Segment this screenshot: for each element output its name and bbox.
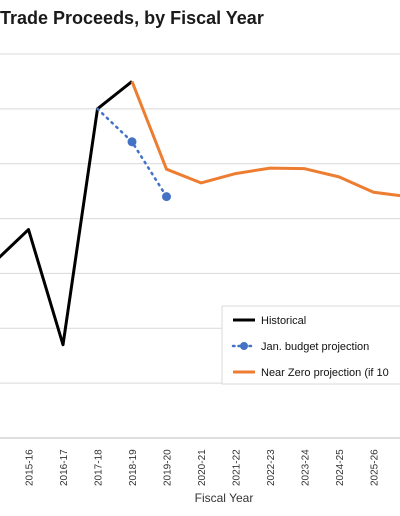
legend: Historical Jan. budget projection Near Zer… (221, 305, 400, 385)
x-tick-label: 2024-25 (335, 449, 346, 486)
data-point (127, 137, 137, 147)
series-line-0 (0, 80, 133, 347)
x-tick-label: 2014-15 (0, 449, 1, 486)
x-tick-label: 2019-20 (163, 449, 174, 486)
legend-label: Jan. budget projection (261, 341, 369, 353)
x-tick-label: 2016-17 (59, 449, 70, 486)
x-tick-label: 2017-18 (94, 449, 105, 486)
x-tick-label: 2022-23 (266, 449, 277, 486)
data-point (162, 192, 171, 202)
x-tick-label: 2023-24 (301, 449, 312, 486)
legend-label: Historical (261, 315, 306, 327)
legend-label: Near Zero projection (if 10 (261, 367, 389, 379)
legend-marker (240, 342, 248, 350)
x-tick-label: 2020-21 (197, 449, 208, 486)
series-lines (0, 80, 400, 347)
chart-title: Trade Proceeds, by Fiscal Year (0, 8, 264, 28)
x-tick-label: 2021-22 (232, 449, 243, 486)
series-line-2 (130, 80, 400, 198)
x-axis-title: Fiscal Year (195, 491, 254, 505)
x-tick-label: 2015-16 (25, 449, 36, 486)
x-tick-labels: 2014-15 2015-16 2016-17 2017-18 2018-19 2019-… (0, 449, 381, 486)
x-tick-label: 2025-26 (370, 449, 381, 486)
x-tick-label: 2018-19 (128, 449, 139, 486)
series-line-1 (96, 107, 168, 198)
